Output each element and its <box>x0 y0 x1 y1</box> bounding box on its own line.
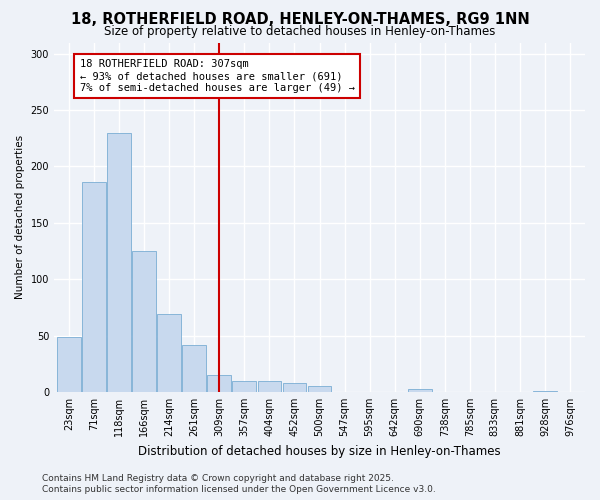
Text: Size of property relative to detached houses in Henley-on-Thames: Size of property relative to detached ho… <box>104 25 496 38</box>
Bar <box>157 314 181 392</box>
Bar <box>107 132 131 392</box>
Text: Contains HM Land Registry data © Crown copyright and database right 2025.
Contai: Contains HM Land Registry data © Crown c… <box>42 474 436 494</box>
Bar <box>408 388 431 392</box>
Bar <box>82 182 106 392</box>
Bar <box>208 375 231 392</box>
Text: 18 ROTHERFIELD ROAD: 307sqm
← 93% of detached houses are smaller (691)
7% of sem: 18 ROTHERFIELD ROAD: 307sqm ← 93% of det… <box>80 60 355 92</box>
Bar <box>283 383 307 392</box>
Bar <box>232 380 256 392</box>
Bar <box>533 391 557 392</box>
Bar <box>308 386 331 392</box>
X-axis label: Distribution of detached houses by size in Henley-on-Thames: Distribution of detached houses by size … <box>138 444 501 458</box>
Bar <box>133 251 156 392</box>
Bar <box>257 380 281 392</box>
Y-axis label: Number of detached properties: Number of detached properties <box>15 135 25 300</box>
Bar <box>57 336 81 392</box>
Bar <box>182 344 206 392</box>
Text: 18, ROTHERFIELD ROAD, HENLEY-ON-THAMES, RG9 1NN: 18, ROTHERFIELD ROAD, HENLEY-ON-THAMES, … <box>71 12 529 28</box>
